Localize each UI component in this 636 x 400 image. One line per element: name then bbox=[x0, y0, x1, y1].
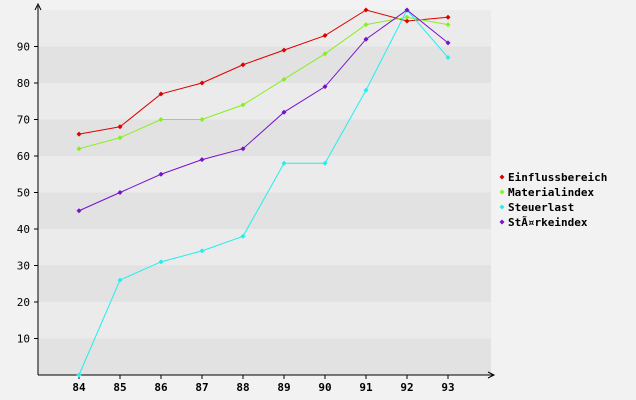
y-tick-label: 60 bbox=[17, 150, 30, 163]
x-tick-label: 91 bbox=[359, 381, 373, 394]
plot-background-bands bbox=[38, 10, 491, 375]
legend-marker bbox=[499, 189, 505, 195]
y-tick-label: 80 bbox=[17, 77, 30, 90]
data-point bbox=[363, 7, 369, 13]
data-point bbox=[117, 135, 123, 141]
data-point bbox=[322, 84, 328, 90]
data-point bbox=[76, 372, 82, 378]
legend-label: StÃ¤rkeindex bbox=[508, 216, 588, 229]
legend-marker bbox=[499, 219, 505, 225]
data-point bbox=[404, 14, 410, 20]
plot-band bbox=[38, 302, 491, 339]
data-point bbox=[199, 157, 205, 163]
plot-band bbox=[38, 46, 491, 83]
x-axis-arrow bbox=[487, 371, 496, 379]
y-tick-label: 10 bbox=[17, 333, 30, 346]
data-point bbox=[322, 51, 328, 57]
data-point bbox=[281, 47, 287, 53]
data-point bbox=[281, 76, 287, 82]
legend-marker bbox=[499, 174, 505, 180]
y-tick-label: 20 bbox=[17, 296, 30, 309]
data-point bbox=[281, 109, 287, 115]
data-point bbox=[363, 87, 369, 93]
data-point bbox=[199, 80, 205, 86]
x-tick-label: 93 bbox=[441, 381, 454, 394]
data-point bbox=[76, 146, 82, 152]
plot-band bbox=[38, 338, 491, 375]
y-tick-label: 70 bbox=[17, 114, 30, 127]
x-tick-label: 86 bbox=[154, 381, 168, 394]
data-point bbox=[117, 190, 123, 195]
series-0 bbox=[76, 7, 451, 137]
data-point bbox=[281, 160, 287, 166]
x-tick-label: 84 bbox=[72, 381, 86, 394]
data-point bbox=[117, 124, 123, 130]
chart-legend: Einflussbereich Materialindex Steuerlast St… bbox=[499, 171, 607, 229]
x-axis-ticks: 84 85 86 87 88 89 90 91 92 93 bbox=[72, 375, 455, 394]
x-tick-label: 88 bbox=[236, 381, 249, 394]
data-point bbox=[445, 40, 451, 46]
x-tick-label: 92 bbox=[400, 381, 413, 394]
series-line bbox=[78, 9, 449, 135]
data-point bbox=[363, 22, 369, 28]
data-point bbox=[404, 18, 410, 24]
series-line bbox=[78, 16, 449, 150]
data-point bbox=[158, 171, 164, 177]
series-line bbox=[78, 9, 449, 212]
legend-item: Einflussbereich bbox=[499, 171, 607, 184]
data-point bbox=[322, 160, 328, 166]
series-line bbox=[78, 9, 449, 376]
legend-label: Steuerlast bbox=[508, 201, 574, 214]
data-point bbox=[322, 33, 328, 39]
legend-item: Materialindex bbox=[499, 186, 594, 199]
x-tick-label: 85 bbox=[113, 381, 126, 394]
data-point bbox=[76, 208, 82, 214]
y-axis-arrow bbox=[34, 2, 42, 11]
y-tick-label: 30 bbox=[17, 260, 30, 273]
data-point bbox=[445, 22, 451, 28]
plot-band bbox=[38, 265, 491, 302]
plot-band bbox=[38, 156, 491, 193]
legend-item: StÃ¤rkeindex bbox=[499, 216, 588, 229]
x-tick-label: 90 bbox=[318, 381, 331, 394]
chart-series bbox=[76, 7, 451, 378]
y-axis-ticks: 10 20 30 40 50 60 70 80 90 bbox=[17, 41, 38, 346]
plot-band bbox=[38, 229, 491, 266]
series-1 bbox=[76, 14, 451, 152]
data-point bbox=[158, 259, 164, 265]
y-tick-label: 40 bbox=[17, 223, 30, 236]
plot-band bbox=[38, 119, 491, 156]
legend-label: Materialindex bbox=[508, 186, 594, 199]
series-2 bbox=[76, 7, 451, 378]
data-point bbox=[363, 36, 369, 42]
data-point bbox=[240, 62, 246, 68]
x-tick-label: 89 bbox=[277, 381, 290, 394]
series-3 bbox=[76, 7, 451, 214]
data-point bbox=[76, 131, 82, 137]
data-point bbox=[445, 54, 451, 60]
data-point bbox=[199, 248, 205, 254]
legend-label: Einflussbereich bbox=[508, 171, 607, 184]
legend-item: Steuerlast bbox=[499, 201, 574, 214]
chart-axes bbox=[34, 2, 496, 379]
data-point bbox=[240, 146, 246, 152]
data-point bbox=[445, 14, 451, 20]
y-tick-label: 50 bbox=[17, 187, 30, 200]
plot-band bbox=[38, 83, 491, 120]
data-point bbox=[199, 117, 205, 122]
data-point bbox=[158, 91, 164, 97]
legend-marker bbox=[499, 204, 505, 210]
data-point bbox=[117, 277, 123, 283]
data-point bbox=[240, 102, 246, 108]
y-tick-label: 90 bbox=[17, 41, 30, 54]
data-point bbox=[240, 233, 246, 239]
x-tick-label: 87 bbox=[195, 381, 208, 394]
data-point bbox=[404, 7, 410, 13]
plot-band bbox=[38, 10, 491, 47]
data-point bbox=[158, 117, 164, 122]
